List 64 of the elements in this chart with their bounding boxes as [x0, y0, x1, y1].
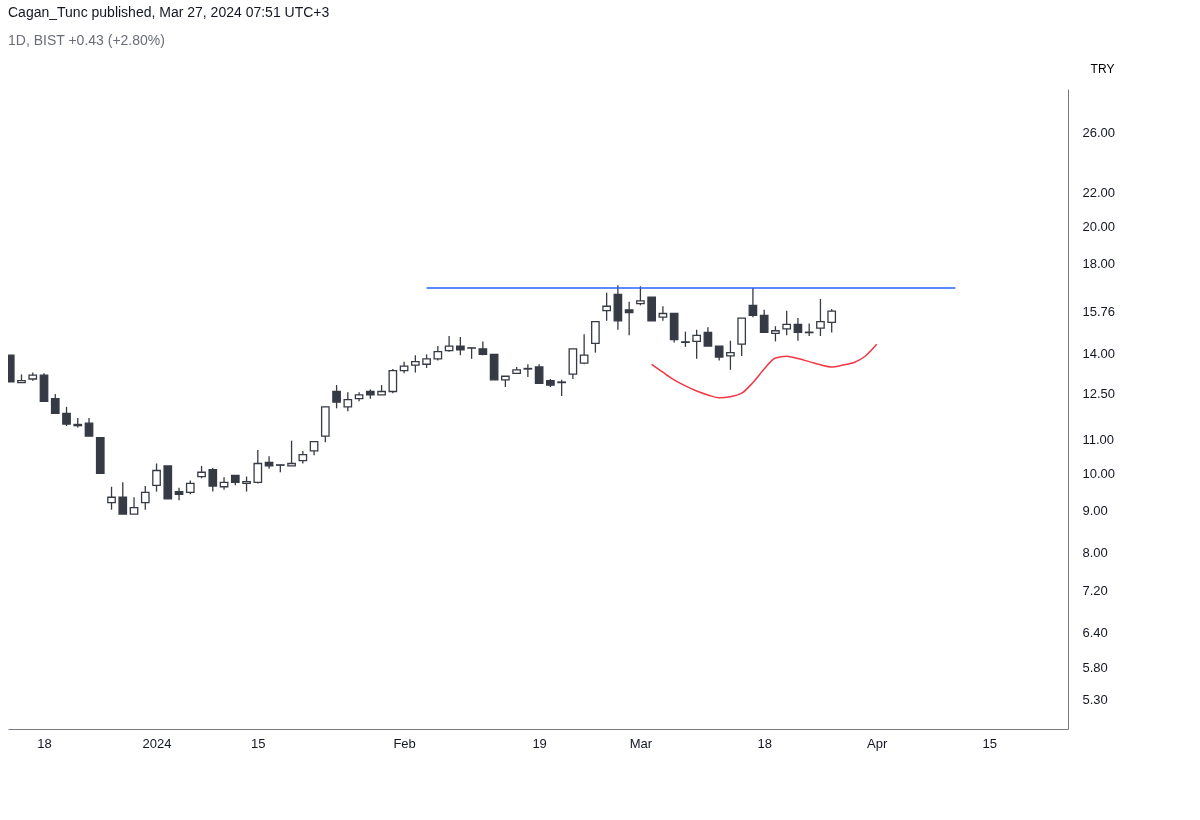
- candlestick: [692, 329, 702, 360]
- y-tick-label: 5.30: [1082, 692, 1108, 708]
- x-tick-label: Apr: [867, 735, 888, 751]
- candlestick: [129, 496, 139, 515]
- candlestick: [748, 287, 758, 318]
- y-tick-label: 8.00: [1082, 545, 1108, 561]
- candlestick: [602, 292, 611, 322]
- y-tick-label: 14.00: [1082, 345, 1116, 361]
- y-tick-label: 26.00: [1082, 125, 1116, 141]
- y-tick-label: 5.80: [1082, 659, 1108, 675]
- y-axis-title: TRY: [1090, 61, 1115, 76]
- candlestick: [455, 336, 465, 356]
- y-tick-label: 11.00: [1082, 431, 1115, 447]
- candlestick: [62, 406, 71, 427]
- candlestick: [152, 462, 161, 493]
- candlestick: [759, 309, 769, 334]
- candlestick: [107, 486, 116, 511]
- candlestick: [703, 326, 713, 347]
- chart-title: Cagan_Tunc published, Mar 27, 2024 07:51 UTC+3: [8, 4, 330, 20]
- chart-subtitle: 1D, BIST +0.43 (+2.80%): [8, 32, 165, 48]
- y-tick-label: 9.00: [1082, 503, 1108, 519]
- candlestick: [343, 391, 353, 412]
- candlestick: [647, 296, 657, 322]
- y-tick-label: 20.00: [1082, 218, 1116, 234]
- candlestick: [523, 363, 533, 378]
- candlestick: [264, 455, 274, 470]
- candlestick: [658, 305, 668, 322]
- x-tick-label: 18: [757, 735, 772, 751]
- candlestick: [636, 285, 645, 307]
- candlestick: [388, 368, 398, 394]
- candlestick: [816, 298, 825, 337]
- candlestick: [332, 384, 341, 409]
- candlestick: [208, 467, 218, 493]
- y-tick-label: 18.00: [1082, 256, 1116, 272]
- x-tick-label: 19: [532, 735, 547, 751]
- candlestick: [726, 340, 735, 371]
- candlestick: [444, 335, 454, 353]
- candlestick: [140, 485, 150, 511]
- candlestick: [174, 487, 184, 501]
- candlestick: [579, 333, 589, 365]
- x-tick-label: 2024: [142, 735, 172, 751]
- candlestick: [253, 449, 263, 485]
- candlestick: [534, 363, 544, 385]
- candlestick: [50, 393, 60, 415]
- y-tick-label: 12.50: [1082, 386, 1116, 402]
- line-series: [650, 343, 878, 399]
- candlestick: [782, 310, 792, 336]
- candlestick: [118, 481, 128, 515]
- x-tick-label: Mar: [629, 735, 653, 751]
- x-tick-label: 15: [251, 735, 266, 751]
- candlestick: [793, 317, 803, 342]
- candlestick: [287, 440, 296, 467]
- x-tick-label: 15: [982, 735, 997, 751]
- candlestick: [84, 417, 94, 437]
- candlestick: [591, 320, 600, 354]
- y-tick-label: 15.76: [1082, 303, 1116, 319]
- y-tick-label: 6.40: [1082, 624, 1108, 640]
- y-tick-label: 10.00: [1082, 465, 1116, 481]
- candlestick: [827, 308, 837, 334]
- x-tick-label: 18: [37, 735, 52, 751]
- candlestick: [624, 301, 634, 336]
- y-tick-label: 22.00: [1082, 184, 1116, 200]
- x-tick-label: Feb: [393, 735, 416, 751]
- y-tick-label: 7.20: [1082, 582, 1108, 598]
